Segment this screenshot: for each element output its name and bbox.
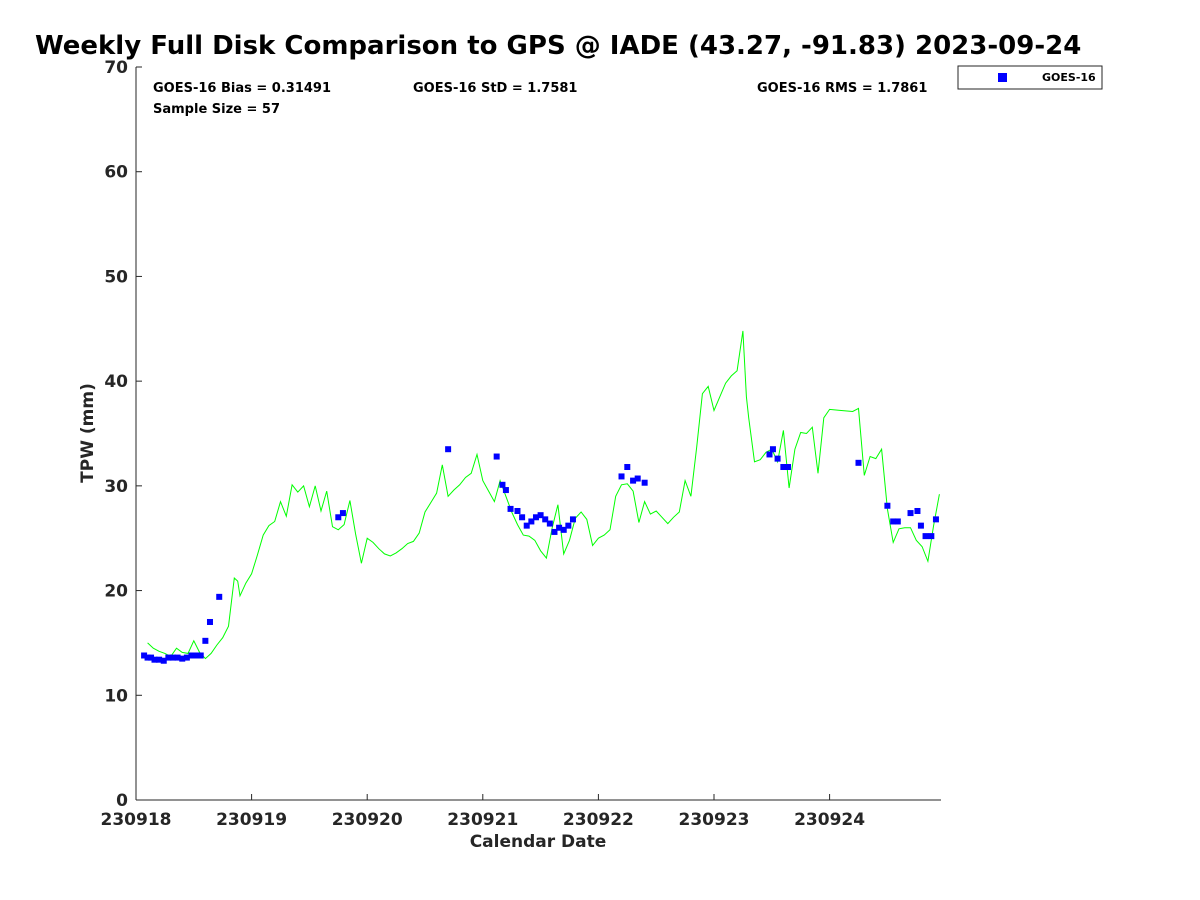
goes-16-point [917,522,924,529]
goes-16-point [197,652,204,659]
goes-16-point [774,455,781,462]
goes-16-point [855,459,862,466]
goes-16-point [160,657,167,664]
goes-16-point [519,514,526,521]
goes-16-point [928,533,935,540]
legend-box [957,65,1103,90]
goes-16-point [174,654,181,661]
goes-16-point [890,518,897,525]
goes-16-point [188,652,195,659]
goes-16-point [507,505,514,512]
goes-16-point [141,652,148,659]
goes-16-point [932,516,939,523]
y-tick-label: 30 [104,477,128,497]
goes-16-point [502,487,509,494]
goes-16-point [537,512,544,519]
plot-area [135,67,941,801]
bias-stat: GOES-16 Bias = 0.31491 [153,81,331,96]
goes-16-point [523,522,530,529]
goes-16-point [144,654,151,661]
goes-16-point [499,481,506,488]
goes-16-point [784,464,791,471]
goes-16-point [769,446,776,453]
goes-16-point [560,526,567,533]
x-axis-label: Calendar Date [470,832,607,852]
x-tick-label: 230923 [679,810,750,830]
y-tick-label: 70 [104,58,128,78]
goes-16-point [514,507,521,514]
y-tick-label: 0 [116,791,128,811]
goes-16-point [569,516,576,523]
goes-16-point [528,518,535,525]
x-tick-label: 230921 [447,810,518,830]
goes-16-point [179,655,186,662]
goes-16-point [780,464,787,471]
sample-size-stat: Sample Size = 57 [153,102,280,117]
goes-16-point [335,514,342,521]
legend: GOES-16 [957,65,1103,90]
y-tick-label: 60 [104,163,128,183]
goes-16-point [339,510,346,517]
goes-16-point [630,477,637,484]
goes-16-point [565,522,572,529]
goes-16-point [884,502,891,509]
goes-16-point [148,654,155,661]
y-tick-label: 40 [104,372,128,392]
goes-16-point [493,453,500,460]
goes-16-point [165,654,172,661]
goes-16-point [193,652,200,659]
goes-16-point [624,464,631,471]
goes-16-point [618,473,625,480]
x-axis-ticks: 230918 230919 230920 230921 230922 230923 2309… [101,794,865,830]
goes-16-point [907,510,914,517]
goes-16-point [556,524,563,531]
legend-marker-goes-16 [998,73,1007,82]
x-tick-label: 230918 [101,810,172,830]
gps-series-line [147,330,940,660]
goes-16-point [546,520,553,527]
goes-16-point [183,654,190,661]
plot-background [136,67,941,800]
legend-label-goes-16: GOES-16 [1042,71,1096,84]
goes-16-point [156,656,163,663]
y-tick-label: 20 [104,582,128,602]
std-stat: GOES-16 StD = 1.7581 [413,81,577,96]
goes-16-points-layer [141,446,939,664]
goes-16-point [641,479,648,486]
y-axis-ticks: 0 10 20 30 40 50 60 70 [104,58,142,811]
goes-16-point [202,637,209,644]
y-tick-label: 10 [104,686,128,706]
gps-line-layer [147,330,940,660]
goes-16-point [922,533,929,540]
goes-16-point [634,475,641,482]
x-tick-label: 230919 [216,810,287,830]
y-axis-label: TPW (mm) [78,383,98,483]
goes-16-point [542,516,549,523]
x-tick-label: 230920 [332,810,403,830]
goes-16-point [445,446,452,453]
goes-16-point [551,528,558,535]
goes-16-point [151,656,158,663]
x-tick-label: 230922 [563,810,634,830]
x-tick-label: 230924 [794,810,865,830]
goes-16-point [894,518,901,525]
goes-16-point [532,514,539,521]
goes-16-point [766,451,773,458]
goes-16-point [216,593,223,600]
chart-title: Weekly Full Disk Comparison to GPS @ IAD… [35,31,1081,61]
goes-16-point [169,654,176,661]
y-tick-label: 50 [104,267,128,287]
goes-16-point [914,507,921,514]
rms-stat: GOES-16 RMS = 1.7861 [757,81,927,96]
goes-16-point [206,618,213,625]
